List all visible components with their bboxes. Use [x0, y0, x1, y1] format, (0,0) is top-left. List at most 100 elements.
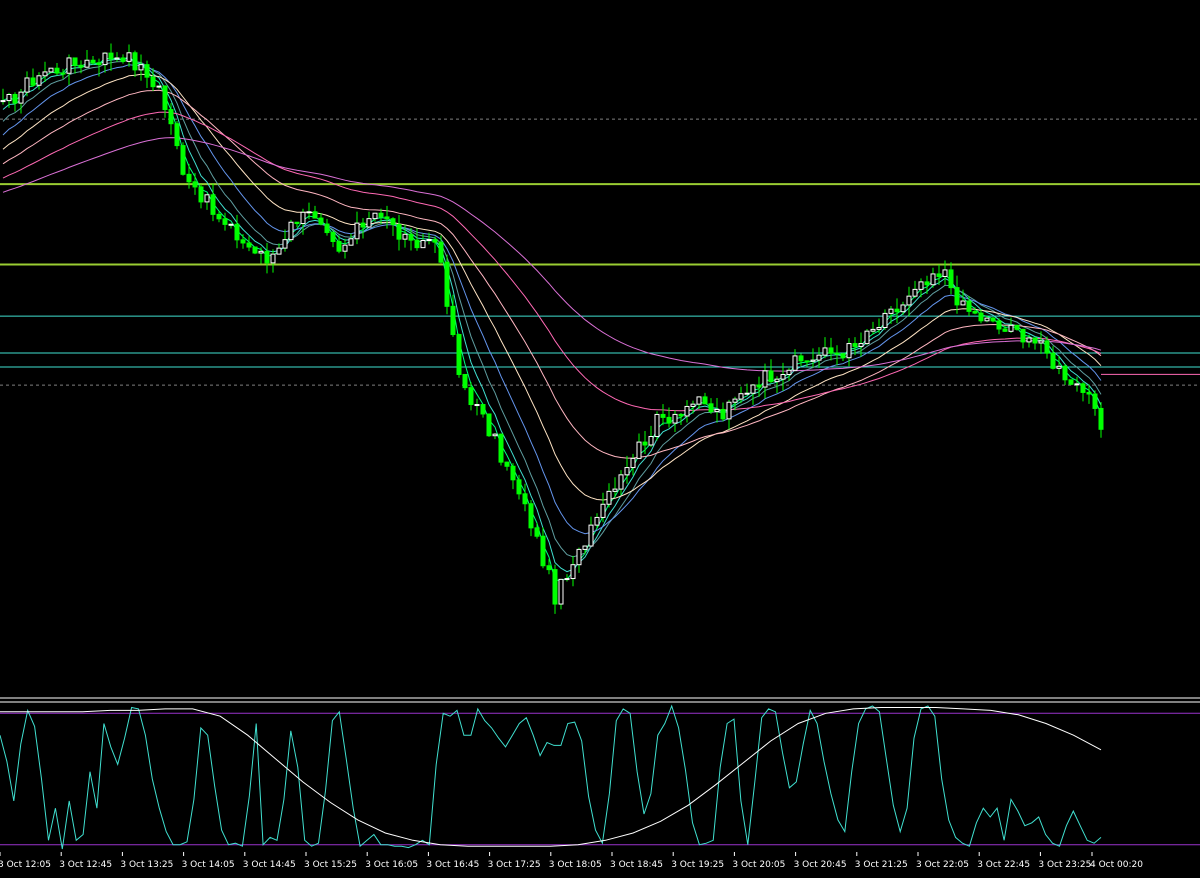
candle	[726, 399, 732, 430]
candle	[228, 223, 234, 229]
candle	[210, 183, 216, 222]
candle	[408, 228, 414, 251]
candle-body	[786, 369, 792, 375]
candle-body	[300, 211, 306, 225]
candle-body	[1062, 365, 1068, 381]
candle	[1044, 336, 1050, 359]
time-axis-tick-label: 3 Oct 20:45	[794, 860, 847, 870]
candle-body	[792, 355, 798, 371]
candle-body	[1020, 328, 1026, 343]
candle-body	[930, 273, 936, 286]
candle-body	[132, 52, 138, 71]
candle-body	[1086, 391, 1092, 395]
candle-body	[936, 273, 942, 278]
candle	[810, 348, 816, 368]
candle-body	[324, 223, 330, 234]
price-pane[interactable]	[0, 43, 1200, 614]
candle	[84, 49, 90, 68]
oscillator-pane[interactable]	[0, 704, 1200, 850]
candle	[276, 243, 282, 255]
candle-body	[582, 545, 588, 550]
moving-average-ribbon	[2, 55, 1102, 582]
candle-body	[960, 300, 966, 306]
candle	[618, 470, 624, 496]
candle	[306, 202, 312, 220]
candle	[348, 233, 354, 246]
candle-body	[984, 317, 990, 322]
candle	[186, 163, 192, 189]
candle	[126, 44, 132, 67]
candle	[270, 249, 276, 273]
candle-body	[402, 233, 408, 240]
candle-body	[762, 370, 768, 388]
candle	[720, 402, 726, 422]
candle	[1050, 346, 1056, 370]
candle	[450, 294, 456, 337]
candle-body	[474, 404, 480, 407]
candle	[480, 404, 486, 418]
candle	[732, 396, 738, 411]
candle	[756, 376, 762, 397]
candle-body	[702, 396, 708, 405]
candle-body	[774, 378, 780, 383]
candle	[930, 267, 936, 288]
candle-body	[822, 347, 828, 356]
moving-average-line-21	[2, 73, 1102, 501]
candle-body	[546, 565, 552, 571]
moving-average-line-34	[2, 89, 1102, 459]
candle	[300, 208, 306, 235]
time-axis-tick-label: 3 Oct 18:45	[610, 860, 663, 870]
candle-body	[192, 181, 198, 188]
candle-body	[684, 405, 690, 417]
candle	[654, 411, 660, 441]
candle	[6, 92, 12, 108]
candle	[504, 461, 510, 471]
candle	[1014, 324, 1020, 331]
candle-body	[438, 241, 444, 263]
candle-body	[420, 240, 426, 249]
candle	[36, 72, 42, 90]
candle-body	[798, 355, 804, 362]
candle	[912, 280, 918, 299]
candle	[438, 235, 444, 264]
candle	[876, 318, 882, 333]
candle	[324, 218, 330, 236]
candle	[366, 211, 372, 228]
candle-body	[1026, 337, 1032, 343]
candle-body	[660, 413, 666, 418]
time-axis-tick-label: 3 Oct 12:05	[0, 860, 51, 870]
candle-body	[24, 77, 30, 93]
candle-body	[888, 308, 894, 314]
candle-body	[228, 223, 234, 226]
candle	[384, 205, 390, 229]
candle	[666, 407, 672, 428]
candle-body	[240, 239, 246, 244]
candle-body	[1002, 328, 1008, 332]
candle-body	[1092, 393, 1098, 409]
candle	[402, 224, 408, 248]
candle-body	[360, 222, 366, 228]
candle-body	[276, 247, 282, 255]
candle-body	[864, 330, 870, 345]
candle	[462, 373, 468, 391]
candle	[942, 260, 948, 285]
candle	[738, 386, 744, 404]
candle	[762, 363, 768, 399]
candle-body	[114, 57, 120, 60]
candle	[918, 278, 924, 298]
candle-body	[174, 123, 180, 147]
candle	[330, 230, 336, 248]
time-axis-tick-label: 3 Oct 14:45	[243, 860, 296, 870]
candle-body	[42, 71, 48, 77]
oscillator-line-slow	[0, 707, 1102, 847]
candle-body	[528, 503, 534, 529]
candle-body	[696, 396, 702, 405]
candle-body	[732, 398, 738, 403]
candle-body	[690, 403, 696, 407]
candle-body	[162, 85, 168, 111]
candle	[534, 522, 540, 539]
candle-body	[870, 328, 876, 332]
candle	[48, 67, 54, 74]
candle	[858, 332, 864, 357]
candle	[792, 349, 798, 372]
